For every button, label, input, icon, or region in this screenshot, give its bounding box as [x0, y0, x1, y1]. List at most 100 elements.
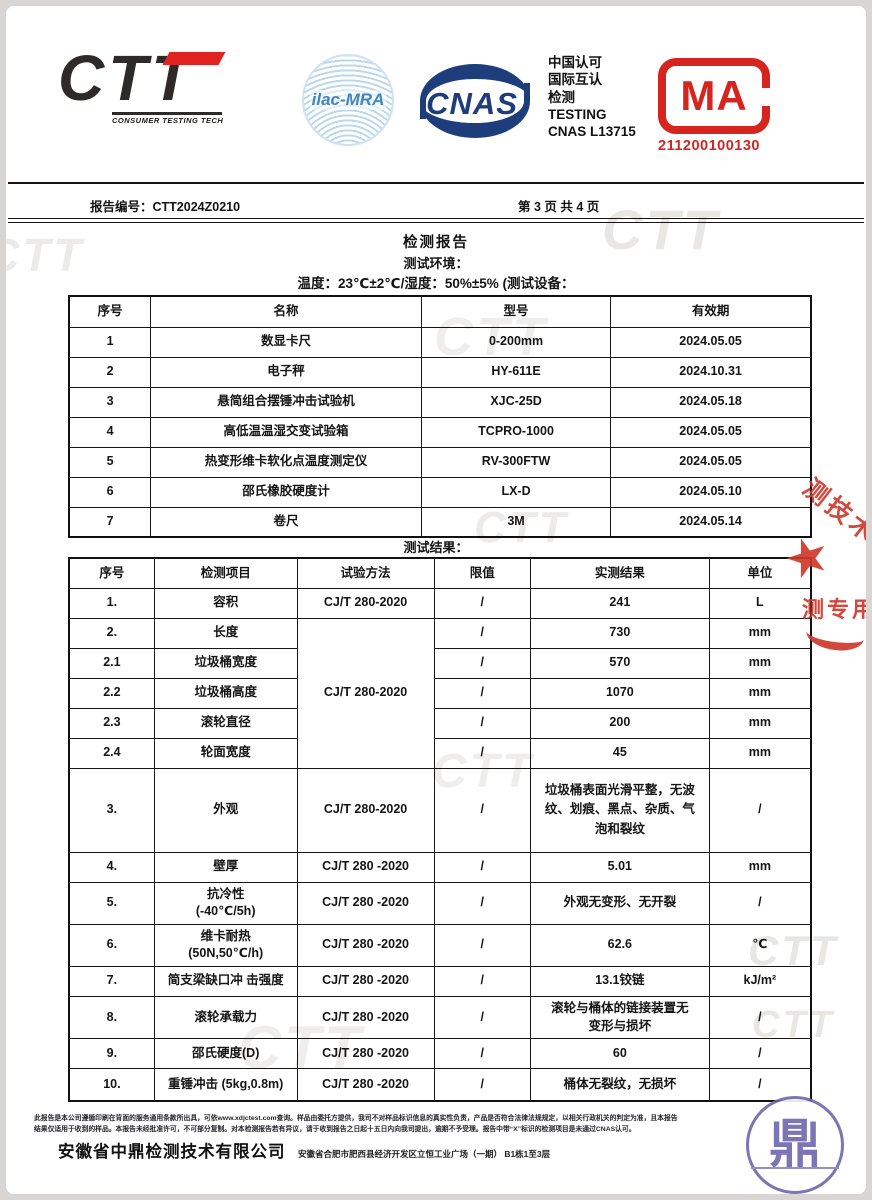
cell: / [433, 587, 531, 619]
cell: ℃ [708, 923, 812, 967]
cell: 62.6 [529, 923, 710, 967]
cell: CJ/T 280 -2020 [296, 1068, 435, 1101]
cell: 1070 [529, 677, 710, 709]
cma-logo-icon: MA [658, 58, 771, 134]
cell: 长度 [153, 617, 298, 649]
report-number: 报告编号：CTT2024Z0210 [90, 200, 241, 214]
cell: 垃圾桶高度 [153, 677, 298, 709]
cma-mark: MA 211200100130 [658, 58, 780, 158]
col-header-model: 型号 [420, 295, 612, 328]
cell: / [708, 881, 812, 925]
cell: 外观无变形、无开裂 [529, 881, 710, 925]
cell: 壁厚 [153, 851, 298, 883]
table-row: 3. 外观 CJ/T 280-2020 / 垃圾桶表面光滑平整，无波纹、划痕、黑… [68, 767, 812, 853]
cell: 0-200mm [420, 326, 612, 358]
cell: 2024.10.31 [610, 356, 812, 388]
ctt-logo-tagline: CONSUMER TESTING TECH [112, 111, 223, 125]
cell: 2024.05.05 [610, 416, 812, 448]
cell: 简支梁缺口冲 击强度 [153, 965, 298, 997]
red-seal-line-text: 测专用 [802, 597, 866, 622]
cell: L [708, 587, 812, 619]
cell: 2024.05.18 [610, 386, 812, 418]
cell: 邵氏橡胶硬度计 [150, 476, 422, 508]
cell: HY-611E [420, 356, 612, 388]
cell: 5. [68, 881, 155, 925]
table-row: 5 热变形维卡软化点温度测定仪 RV-300FTW 2024.05.05 [68, 446, 812, 478]
cell: mm [708, 851, 812, 883]
cell: 9. [68, 1038, 155, 1069]
cell: 数显卡尺 [150, 326, 422, 358]
ctt-watermark: CTT [602, 198, 720, 261]
table-row: 2.1 垃圾桶宽度 / 570 mm [68, 647, 812, 679]
cell: 6. [68, 923, 155, 967]
cell: 电子秤 [150, 356, 422, 388]
disclaimer-text: 此报告是本公司遵循印刷在背面的服务通用条款所出具，可依www.xdjctest.… [34, 1114, 746, 1135]
table-row: 8. 滚轮承载力 CJ/T 280 -2020 / 滚轮与桶体的链接装置无变形与… [68, 995, 812, 1039]
col-header-valid: 有效期 [610, 295, 812, 328]
report-meta-row: 报告编号：CTT2024Z0210 第 3 页 共 4 页 [6, 196, 866, 214]
cnas-label: CNAS [426, 86, 518, 121]
col-header-seq: 序号 [68, 295, 152, 328]
cell: 悬简组合摆锤冲击试验机 [150, 386, 422, 418]
ilac-mra-logo-icon: ilac-MRA [302, 54, 394, 146]
cell: 容积 [153, 587, 298, 619]
cell: / [708, 995, 812, 1039]
col-header-item: 检测项目 [153, 557, 298, 589]
table-row: 9. 邵氏硬度(D) CJ/T 280 -2020 / 60 / [68, 1038, 812, 1069]
cell: 桶体无裂纹，无损坏 [529, 1068, 710, 1101]
cnas-logo-icon: CNAS [414, 64, 530, 138]
cell: mm [708, 737, 812, 769]
cell: mm [708, 617, 812, 649]
cell: / [433, 767, 531, 853]
cell: 2.2 [68, 677, 155, 709]
header-rule-top [8, 182, 864, 184]
cell: / [433, 995, 531, 1039]
header-rule-double [8, 218, 864, 223]
cell: mm [708, 647, 812, 679]
cell: / [708, 1068, 812, 1101]
col-header-method: 试验方法 [296, 557, 435, 589]
cell: 2.4 [68, 737, 155, 769]
table-row: 7. 简支梁缺口冲 击强度 CJ/T 280 -2020 / 13.1铰链 kJ… [68, 965, 812, 997]
col-header-name: 名称 [150, 295, 422, 328]
cell: 10. [68, 1068, 155, 1101]
logo-row: CTT CONSUMER TESTING TECH ilac-MRA CNAS … [6, 42, 866, 172]
table-row: 5. 抗冷性 (-40℃/5h) CJ/T 280 -2020 / 外观无变形、… [68, 881, 812, 925]
cell: CJ/T 280 -2020 [296, 995, 435, 1039]
cell: 垃圾桶表面光滑平整，无波纹、划痕、黑点、杂质、气泡和裂纹 [529, 767, 710, 853]
col-header-seq: 序号 [68, 557, 155, 589]
cell: / [433, 707, 531, 739]
table-row: 3 悬简组合摆锤冲击试验机 XJC-25D 2024.05.18 [68, 386, 812, 418]
cell: 重锤冲击 (5kg,0.8m) [153, 1068, 298, 1101]
red-seal-bottom-arc [804, 617, 866, 653]
cell: 垃圾桶宽度 [153, 647, 298, 679]
cell: 5 [68, 446, 152, 478]
cma-number: 211200100130 [658, 138, 760, 154]
table-row: 7 卷尺 3M 2024.05.14 [68, 506, 812, 538]
cell: 3M [420, 506, 612, 538]
cell: / [433, 1038, 531, 1069]
cell: 邵氏硬度(D) [153, 1038, 298, 1069]
cell: CJ/T 280 -2020 [296, 923, 435, 967]
table-row: 2 电子秤 HY-611E 2024.10.31 [68, 356, 812, 388]
zhongding-emblem-icon: 鼎 [746, 1096, 844, 1194]
cma-logo-gap [761, 88, 771, 106]
equipment-table: 序号 名称 型号 有效期 1 数显卡尺 0-200mm 2024.05.05 2… [68, 295, 812, 538]
table-row: 2.2 垃圾桶高度 / 1070 mm [68, 677, 812, 709]
cell: 维卡耐热 (50N,50℃/h) [153, 923, 298, 967]
ding-glyph: 鼎 [768, 1116, 821, 1174]
cell: 滚轮直径 [153, 707, 298, 739]
cell: 卷尺 [150, 506, 422, 538]
cell: / [433, 737, 531, 769]
table-header-row: 序号 检测项目 试验方法 限值 实测结果 单位 [68, 557, 812, 589]
cell: TCPRO-1000 [420, 416, 612, 448]
cell: 5.01 [529, 851, 710, 883]
emblem-line [751, 1167, 839, 1169]
cell: 滚轮与桶体的链接装置无变形与损坏 [529, 995, 710, 1039]
company-address: 安徽省合肥市肥西县经济开发区立恒工业广场（一期） B1栋1至3层 [297, 1149, 551, 1159]
cell: CJ/T 280 -2020 [296, 851, 435, 883]
cell: 2. [68, 617, 155, 649]
table-row: 10. 重锤冲击 (5kg,0.8m) CJ/T 280 -2020 / 桶体无… [68, 1068, 812, 1101]
cell: 滚轮承载力 [153, 995, 298, 1039]
cell: 2 [68, 356, 152, 388]
